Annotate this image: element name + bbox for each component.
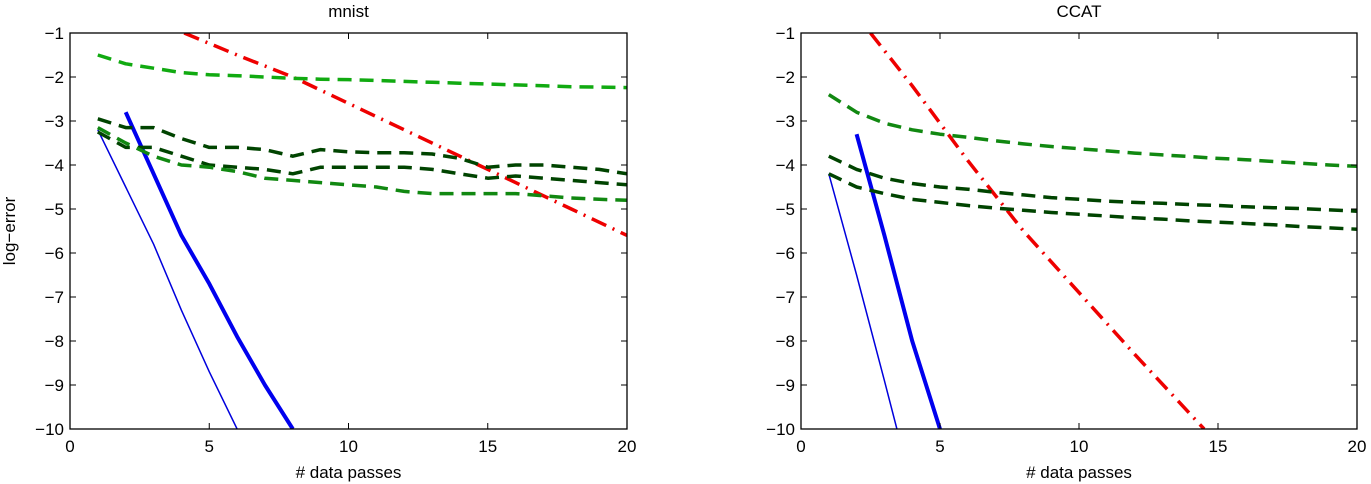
series-red-dashdot <box>183 33 627 237</box>
x-tick-label: 5 <box>935 437 944 456</box>
x-tick-label: 0 <box>796 437 805 456</box>
series-darkgreen-dashed-b <box>96 130 627 187</box>
y-tick-label: −10 <box>766 420 795 439</box>
series-blue-thin-solid <box>97 129 238 429</box>
series-darkgreen-dashed-b <box>828 172 1357 231</box>
plot-area <box>96 33 627 429</box>
y-tick-label: −7 <box>45 288 64 307</box>
series-red-dashdot <box>869 33 1206 429</box>
y-tick-label: −10 <box>35 420 64 439</box>
series-green-dashed-top <box>827 93 1357 169</box>
x-tick-label: 5 <box>205 437 214 456</box>
y-tick-label: −5 <box>45 200 64 219</box>
x-tick-label: 10 <box>339 437 358 456</box>
ccat-chart: 0 5 10 15 20 −1 −2 −3 −4 −5 −6 −7 −8 −9 −10 CCAT # data … <box>766 2 1366 482</box>
y-tick-label: −3 <box>45 112 64 131</box>
series-blue-thick-solid <box>854 133 942 429</box>
series-darkgreen-dashed-a <box>828 154 1357 213</box>
y-tick-label: −3 <box>776 112 795 131</box>
x-tick-label: 15 <box>478 437 497 456</box>
plot-area <box>827 33 1357 429</box>
series-blue-thick-solid <box>123 111 295 429</box>
x-tick-label: 15 <box>1209 437 1228 456</box>
y-tick-label: −9 <box>45 376 64 395</box>
chart-title: mnist <box>328 2 369 21</box>
x-axis-label: # data passes <box>296 463 402 482</box>
x-axis-label: # data passes <box>1026 463 1132 482</box>
x-tick-label: 10 <box>1070 437 1089 456</box>
y-tick-label: −8 <box>776 332 795 351</box>
y-tick-label: −2 <box>776 68 795 87</box>
y-tick-label: −5 <box>776 200 795 219</box>
mnist-chart: 0 5 10 15 20 −1 −2 −3 −4 −5 −6 −7 −8 −9 −10 mnist # data… <box>0 2 636 482</box>
series-darkgreen-dashed-a <box>97 117 627 176</box>
y-tick-label: −7 <box>776 288 795 307</box>
series-green-light-dashed-top <box>97 53 627 90</box>
y-axis-label: log−error <box>0 196 19 265</box>
chart-title: CCAT <box>1056 2 1101 21</box>
y-tick-label: −2 <box>45 68 64 87</box>
y-tick-label: −6 <box>45 244 64 263</box>
axes-frame <box>69 32 628 430</box>
y-tick-label: −4 <box>45 156 64 175</box>
y-tick-label: −8 <box>45 332 64 351</box>
y-tick-label: −9 <box>776 376 795 395</box>
y-tick-label: −4 <box>776 156 795 175</box>
x-tick-label: 0 <box>65 437 74 456</box>
x-tick-label: 20 <box>1348 437 1367 456</box>
y-tick-label: −1 <box>776 24 795 43</box>
y-tick-label: −6 <box>776 244 795 263</box>
series-blue-thin-solid <box>828 173 898 429</box>
y-tick-label: −1 <box>45 24 64 43</box>
series-green-mid-dashed <box>96 126 627 202</box>
x-tick-label: 20 <box>618 437 637 456</box>
